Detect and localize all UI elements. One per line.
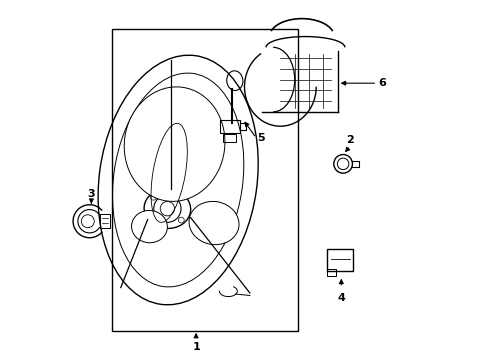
Ellipse shape <box>131 211 167 243</box>
Text: 6: 6 <box>377 78 385 88</box>
Text: 3: 3 <box>87 189 95 199</box>
Bar <box>100 214 110 228</box>
Ellipse shape <box>124 87 224 201</box>
Text: 2: 2 <box>346 135 353 145</box>
Text: 5: 5 <box>257 133 264 143</box>
Bar <box>223 134 235 141</box>
Text: 4: 4 <box>337 293 345 303</box>
Ellipse shape <box>189 201 239 245</box>
Bar <box>112 30 298 330</box>
Bar <box>220 120 240 134</box>
Text: 1: 1 <box>192 342 200 352</box>
